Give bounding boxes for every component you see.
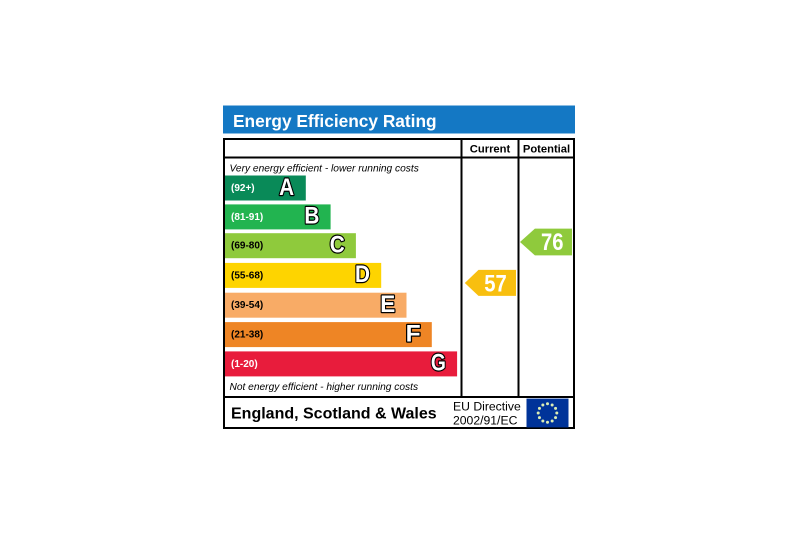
svg-text:Potential: Potential <box>523 144 570 156</box>
svg-text:D: D <box>355 261 370 288</box>
svg-text:Current: Current <box>470 144 511 156</box>
svg-text:Very energy efficient - lower: Very energy efficient - lower running co… <box>230 163 419 174</box>
svg-text:A: A <box>279 174 294 201</box>
svg-text:Energy Efficiency Rating: Energy Efficiency Rating <box>233 111 437 131</box>
svg-text:C: C <box>330 232 345 259</box>
svg-text:57: 57 <box>484 270 507 297</box>
svg-text:(21-38): (21-38) <box>231 330 263 341</box>
svg-text:(1-20): (1-20) <box>231 359 258 370</box>
svg-text:(69-80): (69-80) <box>231 241 263 252</box>
svg-text:(92+): (92+) <box>231 183 255 194</box>
svg-text:G: G <box>431 350 446 377</box>
svg-text:F: F <box>406 320 421 347</box>
svg-text:2002/91/EC: 2002/91/EC <box>453 414 518 428</box>
svg-text:B: B <box>304 203 319 230</box>
svg-text:EU Directive: EU Directive <box>453 400 521 414</box>
svg-text:(55-68): (55-68) <box>231 270 263 281</box>
svg-text:England, Scotland & Wales: England, Scotland & Wales <box>231 405 437 422</box>
svg-text:(81-91): (81-91) <box>231 212 263 223</box>
svg-text:76: 76 <box>541 229 564 256</box>
svg-text:E: E <box>380 291 395 318</box>
svg-text:Not energy efficient - higher: Not energy efficient - higher running co… <box>230 382 419 393</box>
svg-text:(39-54): (39-54) <box>231 300 263 311</box>
